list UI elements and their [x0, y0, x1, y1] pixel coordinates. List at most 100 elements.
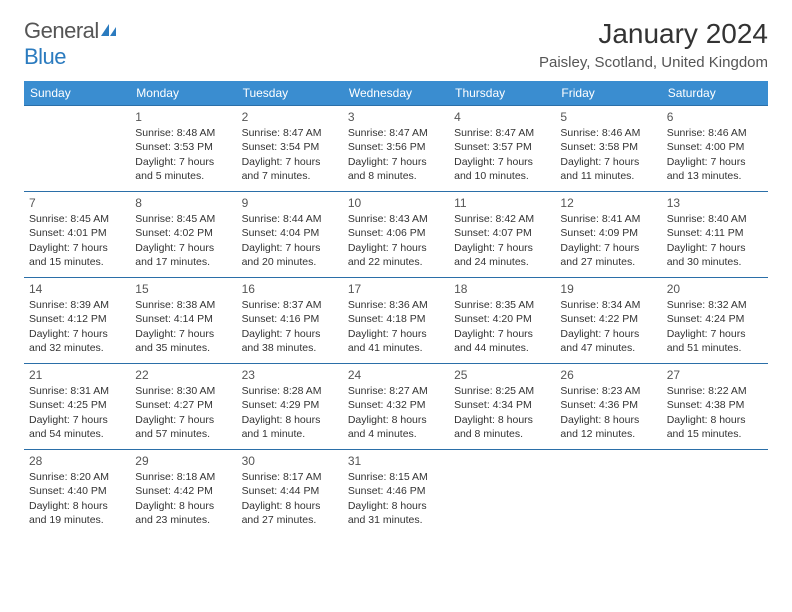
daylight-line: Daylight: 7 hours and 11 minutes.: [560, 155, 656, 183]
sunrise-line: Sunrise: 8:47 AM: [348, 126, 444, 140]
sunrise-line: Sunrise: 8:20 AM: [29, 470, 125, 484]
sunset-line: Sunset: 4:22 PM: [560, 312, 656, 326]
calendar-cell: 21Sunrise: 8:31 AMSunset: 4:25 PMDayligh…: [24, 364, 130, 450]
sunset-line: Sunset: 4:27 PM: [135, 398, 231, 412]
sunrise-line: Sunrise: 8:39 AM: [29, 298, 125, 312]
sunset-line: Sunset: 3:54 PM: [242, 140, 338, 154]
daylight-line: Daylight: 8 hours and 23 minutes.: [135, 499, 231, 527]
day-number: 29: [135, 453, 231, 469]
day-number: 12: [560, 195, 656, 211]
sunset-line: Sunset: 4:00 PM: [667, 140, 763, 154]
day-number: 16: [242, 281, 338, 297]
calendar-cell: 31Sunrise: 8:15 AMSunset: 4:46 PMDayligh…: [343, 450, 449, 533]
calendar-week: 7Sunrise: 8:45 AMSunset: 4:01 PMDaylight…: [24, 192, 768, 278]
sunset-line: Sunset: 3:58 PM: [560, 140, 656, 154]
sunrise-line: Sunrise: 8:22 AM: [667, 384, 763, 398]
sunrise-line: Sunrise: 8:32 AM: [667, 298, 763, 312]
sunrise-line: Sunrise: 8:28 AM: [242, 384, 338, 398]
calendar-cell: 25Sunrise: 8:25 AMSunset: 4:34 PMDayligh…: [449, 364, 555, 450]
header: GeneralBlue January 2024 Paisley, Scotla…: [24, 18, 768, 71]
calendar-week: 21Sunrise: 8:31 AMSunset: 4:25 PM Dayligh…: [24, 364, 768, 450]
calendar-cell: 11Sunrise: 8:42 AMSunset: 4:07 PMDayligh…: [449, 192, 555, 278]
daylight-line: Daylight: 7 hours and 10 minutes.: [454, 155, 550, 183]
calendar-cell: 13Sunrise: 8:40 AMSunset: 4:11 PMDayligh…: [662, 192, 768, 278]
logo: GeneralBlue: [24, 18, 119, 70]
weekday-row: SundayMondayTuesdayWednesdayThursdayFrid…: [24, 81, 768, 106]
calendar-cell: [24, 106, 130, 192]
day-number: 26: [560, 367, 656, 383]
daylight-line: Daylight: 7 hours and 24 minutes.: [454, 241, 550, 269]
sunrise-line: Sunrise: 8:31 AM: [29, 384, 125, 398]
day-number: 27: [667, 367, 763, 383]
weekday-header: Saturday: [662, 81, 768, 106]
day-number: 1: [135, 109, 231, 125]
calendar-cell: 6Sunrise: 8:46 AMSunset: 4:00 PMDaylight…: [662, 106, 768, 192]
weekday-header: Sunday: [24, 81, 130, 106]
calendar-head: SundayMondayTuesdayWednesdayThursdayFrid…: [24, 81, 768, 106]
daylight-line: Daylight: 8 hours and 4 minutes.: [348, 413, 444, 441]
sunrise-line: Sunrise: 8:44 AM: [242, 212, 338, 226]
day-number: 20: [667, 281, 763, 297]
sunset-line: Sunset: 4:20 PM: [454, 312, 550, 326]
sunset-line: Sunset: 4:11 PM: [667, 226, 763, 240]
sunset-line: Sunset: 3:56 PM: [348, 140, 444, 154]
sunrise-line: Sunrise: 8:36 AM: [348, 298, 444, 312]
weekday-header: Friday: [555, 81, 661, 106]
calendar-body: 1Sunrise: 8:48 AMSunset: 3:53 PMDaylight…: [24, 106, 768, 533]
daylight-line: Daylight: 7 hours and 47 minutes.: [560, 327, 656, 355]
day-number: 14: [29, 281, 125, 297]
calendar-cell: 10Sunrise: 8:43 AMSunset: 4:06 PMDayligh…: [343, 192, 449, 278]
calendar-cell: 4Sunrise: 8:47 AMSunset: 3:57 PMDaylight…: [449, 106, 555, 192]
sunrise-line: Sunrise: 8:46 AM: [560, 126, 656, 140]
sunset-line: Sunset: 4:34 PM: [454, 398, 550, 412]
sunrise-line: Sunrise: 8:35 AM: [454, 298, 550, 312]
calendar-cell: 27Sunrise: 8:22 AMSunset: 4:38 PMDayligh…: [662, 364, 768, 450]
sunrise-line: Sunrise: 8:30 AM: [135, 384, 231, 398]
day-number: 9: [242, 195, 338, 211]
calendar-cell: 30Sunrise: 8:17 AMSunset: 4:44 PMDayligh…: [237, 450, 343, 533]
calendar-cell: 12Sunrise: 8:41 AMSunset: 4:09 PMDayligh…: [555, 192, 661, 278]
calendar-cell: 14Sunrise: 8:39 AMSunset: 4:12 PMDayligh…: [24, 278, 130, 364]
daylight-line: Daylight: 7 hours and 35 minutes.: [135, 327, 231, 355]
calendar-week: 14Sunrise: 8:39 AMSunset: 4:12 PMDayligh…: [24, 278, 768, 364]
sunrise-line: Sunrise: 8:23 AM: [560, 384, 656, 398]
day-number: 30: [242, 453, 338, 469]
sunset-line: Sunset: 3:57 PM: [454, 140, 550, 154]
title-block: January 2024 Paisley, Scotland, United K…: [539, 18, 768, 71]
sunset-line: Sunset: 4:02 PM: [135, 226, 231, 240]
day-number: 28: [29, 453, 125, 469]
weekday-header: Tuesday: [237, 81, 343, 106]
calendar-cell: 9Sunrise: 8:44 AMSunset: 4:04 PMDaylight…: [237, 192, 343, 278]
day-number: 18: [454, 281, 550, 297]
sunrise-line: Sunrise: 8:25 AM: [454, 384, 550, 398]
calendar-cell: 5Sunrise: 8:46 AMSunset: 3:58 PMDaylight…: [555, 106, 661, 192]
day-number: 19: [560, 281, 656, 297]
day-number: 5: [560, 109, 656, 125]
daylight-line: Daylight: 8 hours and 8 minutes.: [454, 413, 550, 441]
calendar-cell: 18Sunrise: 8:35 AMSunset: 4:20 PMDayligh…: [449, 278, 555, 364]
day-number: 13: [667, 195, 763, 211]
day-number: 8: [135, 195, 231, 211]
calendar-week: 28Sunrise: 8:20 AMSunset: 4:40 PMDayligh…: [24, 450, 768, 533]
sunset-line: Sunset: 4:24 PM: [667, 312, 763, 326]
calendar-cell: 16Sunrise: 8:37 AMSunset: 4:16 PMDayligh…: [237, 278, 343, 364]
sunrise-line: Sunrise: 8:34 AM: [560, 298, 656, 312]
day-number: 6: [667, 109, 763, 125]
calendar-cell: 24Sunrise: 8:27 AMSunset: 4:32 PMDayligh…: [343, 364, 449, 450]
daylight-line: Daylight: 7 hours and 8 minutes.: [348, 155, 444, 183]
calendar-cell: 23Sunrise: 8:28 AMSunset: 4:29 PMDayligh…: [237, 364, 343, 450]
calendar-table: SundayMondayTuesdayWednesdayThursdayFrid…: [24, 81, 768, 533]
logo-text: GeneralBlue: [24, 18, 119, 70]
sunset-line: Sunset: 4:25 PM: [29, 398, 125, 412]
daylight-line: Daylight: 7 hours and 32 minutes.: [29, 327, 125, 355]
daylight-line: Daylight: 7 hours and 51 minutes.: [667, 327, 763, 355]
day-number: 10: [348, 195, 444, 211]
day-number: 24: [348, 367, 444, 383]
day-number: 17: [348, 281, 444, 297]
sunrise-line: Sunrise: 8:41 AM: [560, 212, 656, 226]
day-number: 21: [29, 367, 125, 383]
sunrise-line: Sunrise: 8:40 AM: [667, 212, 763, 226]
calendar-cell: 19Sunrise: 8:34 AMSunset: 4:22 PMDayligh…: [555, 278, 661, 364]
daylight-line: Daylight: 7 hours and 41 minutes.: [348, 327, 444, 355]
daylight-line: Daylight: 7 hours and 30 minutes.: [667, 241, 763, 269]
